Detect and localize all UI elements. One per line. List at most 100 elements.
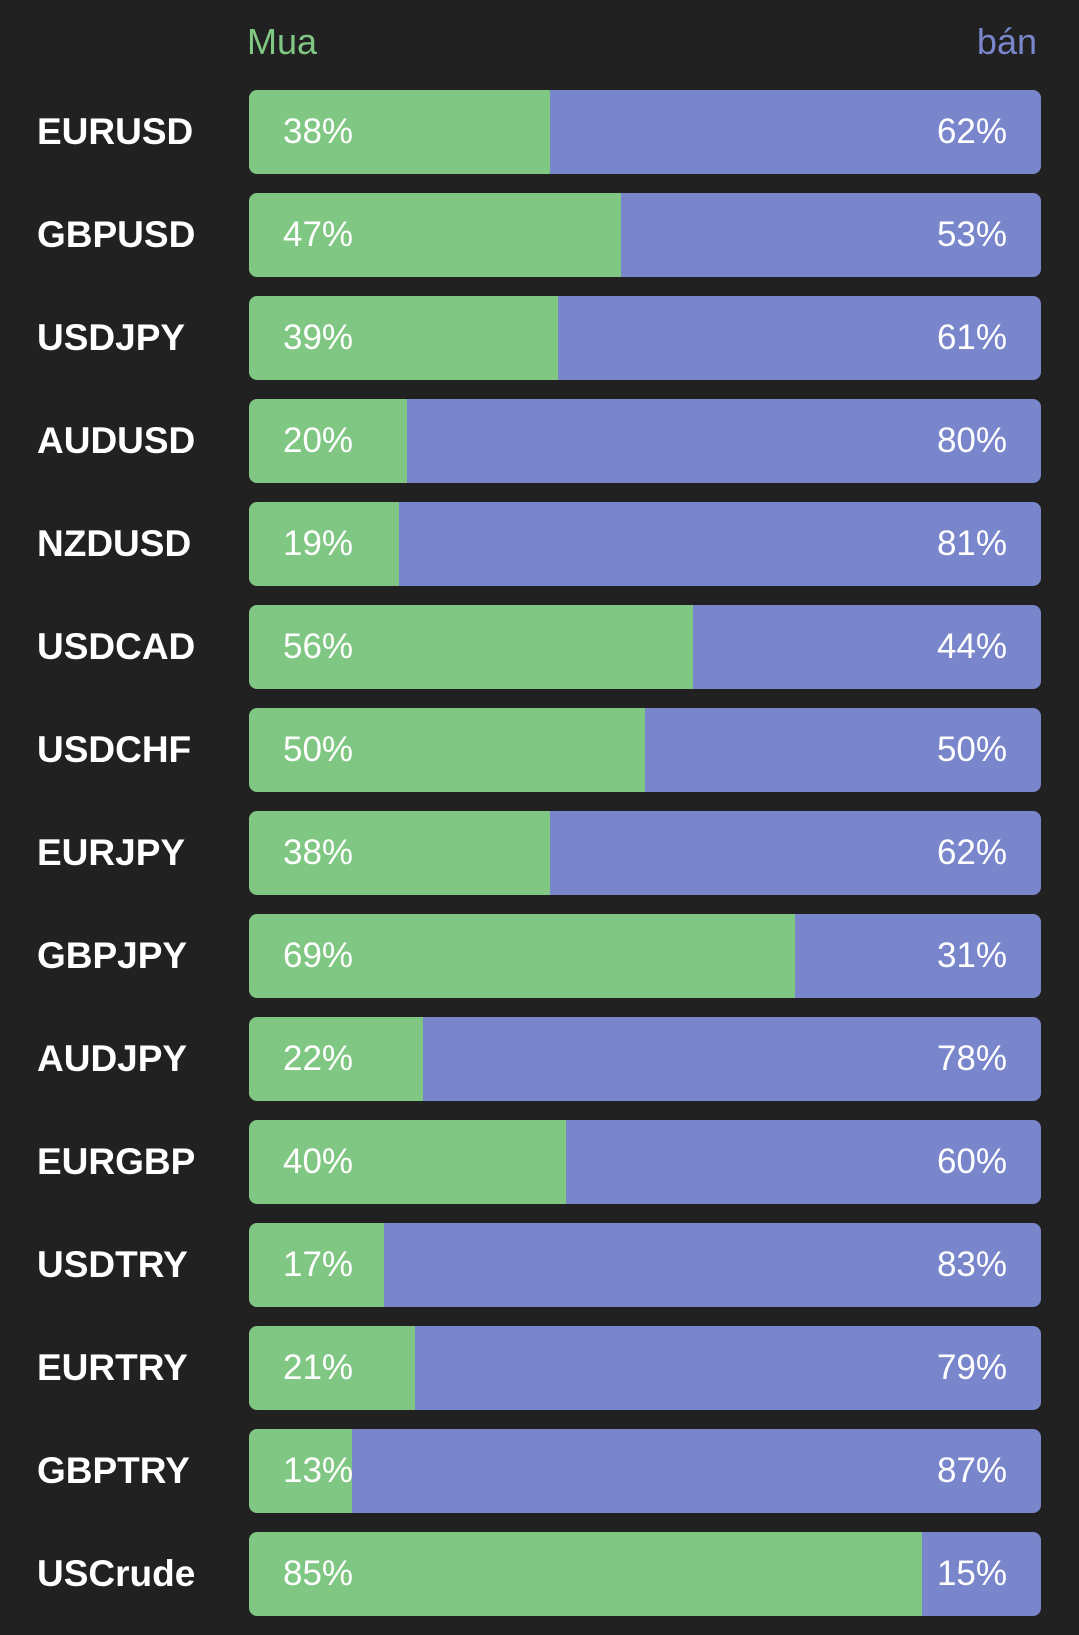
sell-percent: 53% [936, 215, 1007, 254]
buy-segment [249, 1532, 923, 1616]
buy-percent: 20% [283, 421, 354, 460]
sell-percent: 83% [936, 1245, 1007, 1284]
buy-percent: 39% [283, 318, 354, 357]
buy-column-label: Mua [247, 21, 318, 62]
pair-name: USDCAD [37, 626, 196, 667]
sentiment-row[interactable]: GBPTRY 13% 87% [0, 1429, 1079, 1532]
pair-name: AUDUSD [37, 420, 196, 461]
sell-segment [621, 193, 1041, 277]
sentiment-list: EURUSD 38% 62% GBPUSD 47% 53% USDJPY 39% 61% AUDU… [0, 90, 1079, 1635]
sell-percent: 15% [936, 1554, 1007, 1593]
pair-name: EURTRY [37, 1347, 188, 1388]
sell-segment [423, 1017, 1041, 1101]
sentiment-row[interactable]: AUDUSD 20% 80% [0, 399, 1079, 502]
sentiment-row[interactable]: USDCAD 56% 44% [0, 605, 1079, 708]
sentiment-row[interactable]: USDCHF 50% 50% [0, 708, 1079, 811]
sell-segment [415, 1326, 1041, 1410]
sentiment-row[interactable]: USCrude 85% 15% [0, 1532, 1079, 1635]
sentiment-row[interactable]: AUDJPY 22% 78% [0, 1017, 1079, 1120]
buy-percent: 40% [283, 1142, 354, 1181]
sell-percent: 62% [936, 833, 1007, 872]
buy-percent: 69% [283, 936, 354, 975]
pair-name: USCrude [37, 1553, 196, 1594]
sell-segment [399, 502, 1041, 586]
sell-column-label: bán [976, 21, 1037, 62]
sentiment-bar: 22% 78% [249, 1017, 1041, 1101]
pair-name: USDJPY [37, 317, 186, 358]
pair-name: USDCHF [37, 729, 192, 770]
pair-name: EURUSD [37, 111, 194, 152]
sell-segment [383, 1223, 1041, 1307]
sentiment-bar: 38% 62% [249, 90, 1041, 174]
sentiment-row[interactable]: EURJPY 38% 62% [0, 811, 1079, 914]
sentiment-bar: 47% 53% [249, 193, 1041, 277]
sentiment-bar: 40% 60% [249, 1120, 1041, 1204]
sentiment-row[interactable]: GBPJPY 69% 31% [0, 914, 1079, 1017]
sell-segment [692, 605, 1041, 689]
buy-segment [249, 399, 408, 483]
sentiment-bar: 85% 15% [249, 1532, 1041, 1616]
pair-name: EURJPY [37, 832, 186, 873]
sentiment-header: Mua bán [0, 0, 1079, 80]
sentiment-row[interactable]: EURGBP 40% 60% [0, 1120, 1079, 1223]
sentiment-bar: 39% 61% [249, 296, 1041, 380]
sentiment-bar: 17% 83% [249, 1223, 1041, 1307]
buy-percent: 13% [283, 1451, 354, 1490]
buy-segment [249, 914, 796, 998]
sell-segment [407, 399, 1041, 483]
pair-name: USDTRY [37, 1244, 188, 1285]
sentiment-bar: 38% 62% [249, 811, 1041, 895]
buy-segment [249, 502, 400, 586]
sell-percent: 50% [936, 730, 1007, 769]
sell-segment [557, 296, 1041, 380]
sell-percent: 31% [936, 936, 1007, 975]
pair-name: AUDJPY [37, 1038, 188, 1079]
buy-segment [249, 708, 645, 792]
buy-percent: 22% [283, 1039, 354, 1078]
sentiment-row[interactable]: EURTRY 21% 79% [0, 1326, 1079, 1429]
sell-percent: 87% [936, 1451, 1007, 1490]
sell-percent: 79% [936, 1348, 1007, 1387]
pair-name: GBPJPY [37, 935, 188, 976]
sentiment-bar: 69% 31% [249, 914, 1041, 998]
sentiment-row[interactable]: EURUSD 38% 62% [0, 90, 1079, 193]
sell-percent: 62% [936, 112, 1007, 151]
sell-segment [565, 1120, 1041, 1204]
sentiment-bar: 19% 81% [249, 502, 1041, 586]
pair-name: GBPTRY [37, 1450, 190, 1491]
buy-percent: 38% [283, 833, 354, 872]
buy-percent: 50% [283, 730, 354, 769]
sentiment-row[interactable]: NZDUSD 19% 81% [0, 502, 1079, 605]
sell-segment [351, 1429, 1041, 1513]
buy-segment [249, 605, 693, 689]
sell-percent: 61% [936, 318, 1007, 357]
buy-segment [249, 1429, 352, 1513]
buy-percent: 47% [283, 215, 354, 254]
sell-percent: 44% [936, 627, 1007, 666]
pair-name: NZDUSD [37, 523, 192, 564]
buy-percent: 85% [283, 1554, 354, 1593]
buy-segment [249, 296, 558, 380]
sentiment-bar: 50% 50% [249, 708, 1041, 792]
buy-segment [249, 1017, 424, 1101]
sell-percent: 60% [936, 1142, 1007, 1181]
buy-percent: 38% [283, 112, 354, 151]
buy-segment [249, 1326, 416, 1410]
sentiment-row[interactable]: GBPUSD 47% 53% [0, 193, 1079, 296]
sentiment-row[interactable]: USDJPY 39% 61% [0, 296, 1079, 399]
buy-percent: 21% [283, 1348, 354, 1387]
buy-segment [249, 1120, 566, 1204]
buy-segment [249, 811, 550, 895]
sell-segment [549, 90, 1041, 174]
buy-percent: 56% [283, 627, 354, 666]
sell-percent: 78% [936, 1039, 1007, 1078]
buy-segment [249, 90, 550, 174]
buy-segment [249, 1223, 384, 1307]
pair-name: EURGBP [37, 1141, 196, 1182]
buy-percent: 19% [283, 524, 354, 563]
sentiment-row[interactable]: USDTRY 17% 83% [0, 1223, 1079, 1326]
sell-percent: 81% [936, 524, 1007, 563]
sell-segment [645, 708, 1041, 792]
sentiment-bar: 56% 44% [249, 605, 1041, 689]
buy-percent: 17% [283, 1245, 354, 1284]
